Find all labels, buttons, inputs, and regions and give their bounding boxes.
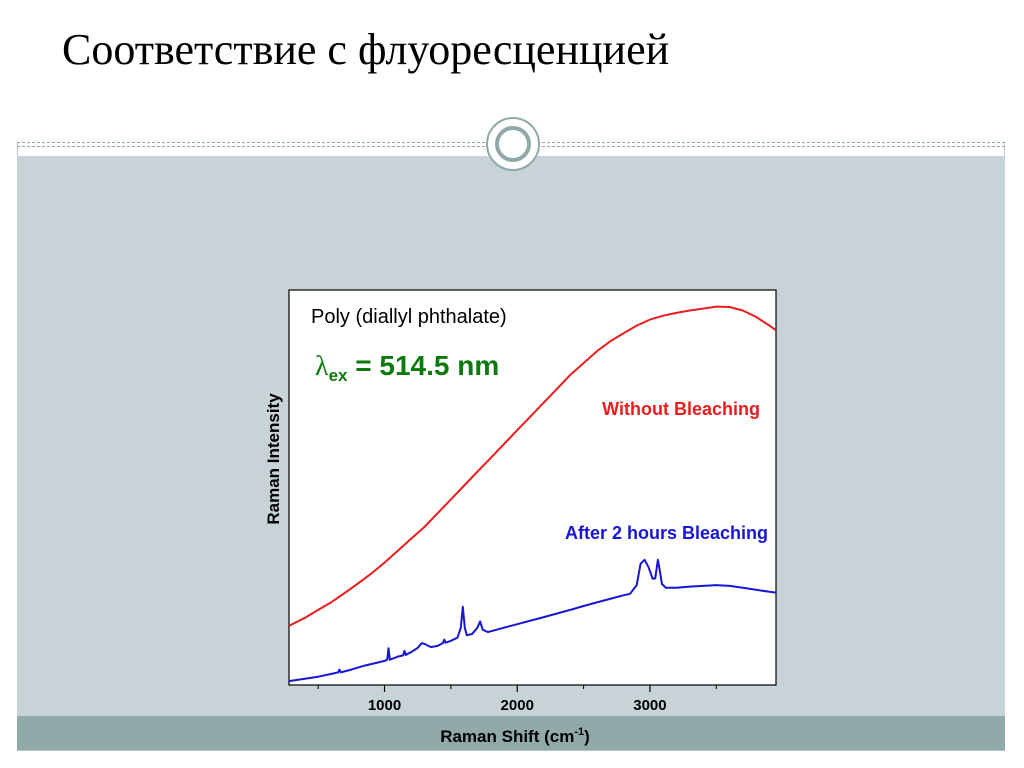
excitation-value: = 514.5 nm — [348, 350, 500, 381]
major-ticks: 1000 2000 3000 — [368, 685, 667, 714]
excitation-wavelength-label: λex = 514.5 nm — [315, 350, 499, 385]
series-line-after-bleaching — [288, 558, 777, 683]
x-axis-title-superscript: -1 — [574, 726, 584, 738]
minor-ticks — [317, 685, 717, 689]
series-line-without-bleaching — [288, 305, 777, 627]
lambda-symbol: λ — [315, 351, 329, 382]
legend-without-bleaching: Without Bleaching — [602, 399, 760, 419]
divider-circle-ornament — [486, 117, 540, 171]
x-axis-title: Raman Shift (cm-1) — [440, 726, 590, 746]
footer-band — [17, 716, 1005, 750]
series-group — [288, 305, 777, 683]
excitation-subscript: ex — [329, 366, 348, 385]
divider-circle-ring — [495, 126, 531, 162]
slide-title: Соответствие с флуоресценцией — [62, 25, 670, 74]
raman-chart: 1000 2000 3000 Poly (diallyl phthalate) λe… — [264, 289, 777, 746]
x-tick-label: 2000 — [501, 697, 534, 714]
legend-after-bleaching: After 2 hours Bleaching — [565, 523, 768, 543]
x-axis-title-end: ) — [584, 727, 590, 746]
x-tick-label: 3000 — [633, 697, 666, 714]
x-tick-label: 1000 — [368, 697, 401, 714]
chart-title: Poly (diallyl phthalate) — [311, 306, 507, 328]
x-axis-title-text: Raman Shift (cm — [440, 727, 574, 746]
y-axis-title: Raman Intensity — [264, 393, 283, 525]
